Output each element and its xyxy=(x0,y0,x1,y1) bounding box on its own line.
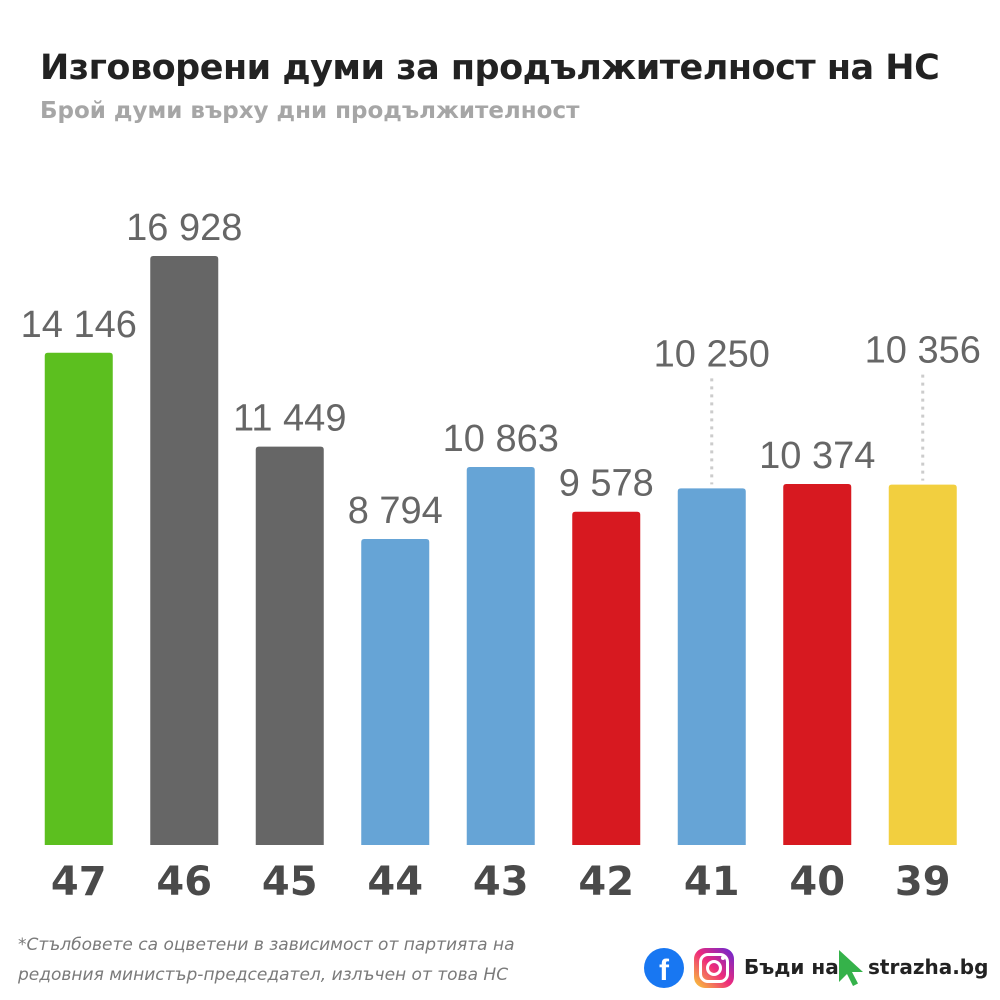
value-label-43: 10 863 xyxy=(443,418,559,460)
site-name[interactable]: strazha.bg xyxy=(868,955,989,979)
brand-slogan: Бъди на xyxy=(744,955,839,979)
value-label-39: 10 356 xyxy=(865,330,981,372)
category-label-44: 44 xyxy=(367,859,423,905)
bar-40 xyxy=(783,484,852,845)
value-label-45: 11 449 xyxy=(233,398,346,440)
branding: f Бъди на strazha.bg xyxy=(644,946,989,990)
value-label-42: 9 578 xyxy=(559,463,654,505)
category-label-42: 42 xyxy=(578,859,634,905)
footnote: *Стълбовете са оцветени в зависимост от … xyxy=(18,930,618,990)
value-label-47: 14 146 xyxy=(21,304,137,346)
category-label-41: 41 xyxy=(684,859,740,905)
footnote-line: *Стълбовете са оцветени в зависимост от … xyxy=(18,935,515,955)
footnote-line: редовния министър-председател, излъчен о… xyxy=(18,965,509,985)
bar-45 xyxy=(255,446,324,845)
bar-42 xyxy=(572,511,641,845)
category-label-40: 40 xyxy=(789,859,845,905)
category-label-43: 43 xyxy=(473,859,529,905)
category-label-46: 46 xyxy=(156,859,212,905)
facebook-icon[interactable]: f xyxy=(644,948,684,988)
value-label-40: 10 374 xyxy=(759,435,875,477)
bar-46 xyxy=(150,256,219,845)
cursor-icon xyxy=(839,950,863,986)
value-label-46: 16 928 xyxy=(126,207,242,249)
category-label-45: 45 xyxy=(262,859,318,905)
bar-44 xyxy=(361,539,430,845)
value-label-41: 10 250 xyxy=(654,333,770,375)
chart-title: Изговорени думи за продължителност на НС xyxy=(40,48,940,88)
chart-subtitle: Брой думи върху дни продължителност xyxy=(40,98,580,124)
category-label-39: 39 xyxy=(895,859,951,905)
category-label-47: 47 xyxy=(51,859,107,905)
bar-47 xyxy=(44,352,113,845)
bar-39 xyxy=(888,484,957,845)
instagram-icon[interactable] xyxy=(694,948,734,988)
value-label-44: 8 794 xyxy=(348,490,443,532)
bar-43 xyxy=(466,467,535,845)
bar-41 xyxy=(677,488,746,845)
